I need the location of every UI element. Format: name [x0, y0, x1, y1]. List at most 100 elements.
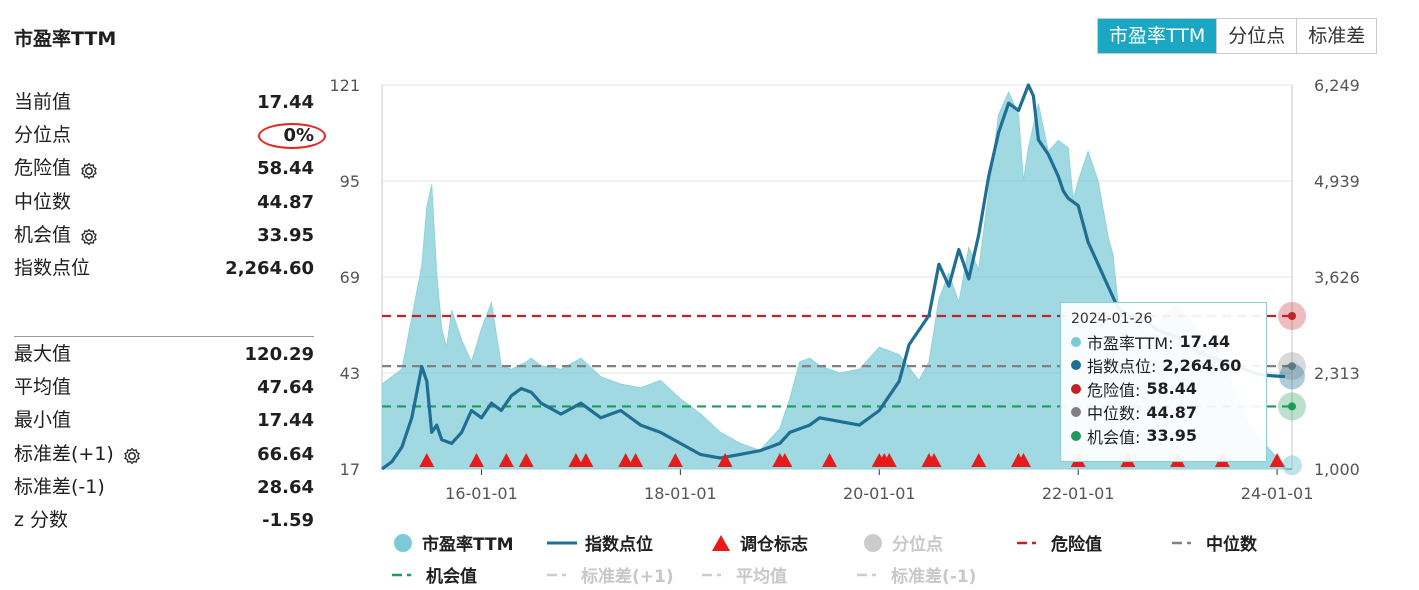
stat-value: -1.59	[262, 509, 314, 531]
reference-marker	[1288, 362, 1296, 371]
legend-label: 调仓标志	[740, 535, 808, 555]
legend-label: 指数点位	[585, 535, 653, 555]
x-tick-label: 24-01-01	[1241, 484, 1314, 503]
stat-row: 中位数 44.87	[14, 186, 314, 219]
tooltip-row: 指数点位: 2,264.60	[1071, 354, 1256, 378]
legend-item[interactable]: 市盈率TTM	[392, 530, 514, 555]
stat-value: 120.29	[244, 344, 314, 365]
rebalance-marker	[628, 453, 644, 467]
x-tick-label: 22-01-01	[1042, 484, 1115, 503]
stat-row: 当前值 17.44	[14, 86, 314, 119]
tab-std-dev[interactable]: 标准差	[1296, 19, 1377, 53]
stat-label-text: 标准差(+1)	[14, 442, 114, 465]
gear-icon[interactable]	[79, 225, 99, 246]
tooltip-label: 中位数:	[1087, 404, 1141, 424]
stat-row: z 分数 -1.59	[14, 504, 314, 537]
x-tick-label: 16-01-01	[445, 484, 518, 503]
legend-symbol-icon	[1017, 533, 1043, 553]
stat-value: 28.64	[257, 476, 314, 498]
stats-divider	[14, 336, 314, 337]
rebalance-marker	[1269, 453, 1285, 467]
legend-label: 分位点	[892, 535, 943, 555]
y-right-tick-label: 2,313	[1314, 364, 1360, 383]
stat-label: 指数点位	[14, 252, 90, 285]
stat-value: 17.44	[257, 410, 314, 432]
stat-row: 标准差(+1) 66.64	[14, 438, 314, 471]
tooltip-label: 机会值:	[1087, 427, 1141, 447]
legend-symbol-icon	[547, 565, 573, 585]
stat-value: 44.87	[257, 191, 314, 213]
stat-label: 当前值	[14, 86, 71, 119]
rebalance-marker	[971, 453, 987, 467]
rebalance-marker	[717, 453, 733, 467]
y-right-tick-label: 6,249	[1314, 76, 1360, 95]
legend-symbol-icon	[702, 565, 728, 585]
y-left-tick-label: 95	[340, 172, 360, 191]
stat-value: 2,264.60	[225, 257, 314, 279]
rebalance-marker	[468, 453, 484, 467]
tab-pe-ttm[interactable]: 市盈率TTM	[1098, 19, 1217, 53]
stat-value: 17.44	[257, 92, 314, 113]
stat-row: 最大值 120.29	[14, 338, 314, 371]
tooltip-value: 58.44	[1146, 379, 1198, 399]
stat-label-text: 中位数	[14, 190, 72, 213]
reference-marker	[1288, 311, 1296, 320]
legend-symbol-icon	[392, 533, 414, 553]
rebalance-marker	[926, 453, 942, 467]
stat-label: 标准差(+1)	[14, 438, 142, 471]
gear-icon[interactable]	[79, 159, 99, 180]
tooltip-label: 危险值:	[1087, 380, 1141, 400]
stat-label-text: 平均值	[14, 376, 72, 399]
legend-item[interactable]: 标准差(-1)	[857, 562, 976, 587]
stat-value: 66.64	[257, 443, 314, 465]
stat-row: 最小值 17.44	[14, 404, 314, 437]
x-tick-label: 20-01-01	[843, 484, 916, 503]
tooltip-label: 市盈率TTM:	[1087, 333, 1174, 353]
legend-item[interactable]: 中位数	[1172, 530, 1257, 555]
legend-item[interactable]: 指数点位	[547, 530, 653, 555]
gear-icon[interactable]	[122, 444, 142, 465]
metric-tabs: 市盈率TTM 分位点 标准差	[1097, 18, 1378, 54]
pe-end-marker	[1282, 455, 1302, 476]
stat-label-text: 当前值	[14, 91, 72, 113]
legend-item[interactable]: 调仓标志	[710, 530, 808, 555]
stat-label-text: 最大值	[14, 343, 72, 365]
rebalance-marker	[518, 453, 534, 467]
legend-symbol-icon	[857, 565, 883, 585]
stat-label: 机会值	[14, 219, 99, 252]
y-left-tick-label: 43	[340, 364, 360, 383]
stat-row: 指数点位 2,264.60	[14, 252, 314, 285]
y-left-tick-label: 69	[340, 268, 360, 287]
tooltip-dot	[1071, 360, 1081, 371]
legend-item[interactable]: 机会值	[392, 562, 477, 587]
rebalance-marker	[1015, 453, 1031, 467]
stat-row: 平均值 47.64	[14, 371, 314, 404]
legend-symbol-icon	[1172, 533, 1198, 553]
tab-percentile[interactable]: 分位点	[1216, 19, 1297, 53]
index-end-marker-halo	[1279, 363, 1305, 390]
stat-label-text: 最小值	[14, 409, 72, 432]
y-left-tick-label: 17	[340, 460, 360, 479]
stat-label-text: 危险值	[14, 157, 72, 180]
tooltip-value: 17.44	[1179, 332, 1231, 352]
rebalance-marker	[822, 453, 838, 467]
tooltip-dot	[1071, 336, 1081, 347]
legend-item[interactable]: 标准差(+1)	[547, 562, 674, 587]
legend-item[interactable]: 危险值	[1017, 530, 1102, 555]
tooltip-dot	[1071, 430, 1081, 441]
tooltip-dot	[1071, 383, 1081, 394]
legend-item[interactable]: 分位点	[862, 530, 943, 555]
tooltip-value: 44.87	[1146, 402, 1198, 422]
legend-label: 标准差(+1)	[581, 567, 674, 587]
stat-label-text: 分位点	[14, 124, 72, 147]
legend-item[interactable]: 平均值	[702, 562, 787, 587]
stat-label-text: 指数点位	[14, 256, 91, 279]
stat-value: 58.44	[257, 158, 314, 180]
tooltip-label: 指数点位:	[1087, 357, 1157, 377]
stat-row: 危险值 58.44	[14, 152, 314, 185]
rebalance-marker	[618, 453, 634, 467]
tooltip-dot	[1071, 407, 1081, 418]
stat-label-text: 机会值	[14, 223, 72, 246]
rebalance-marker	[777, 453, 793, 467]
stat-label-text: 标准差(-1)	[14, 475, 105, 498]
